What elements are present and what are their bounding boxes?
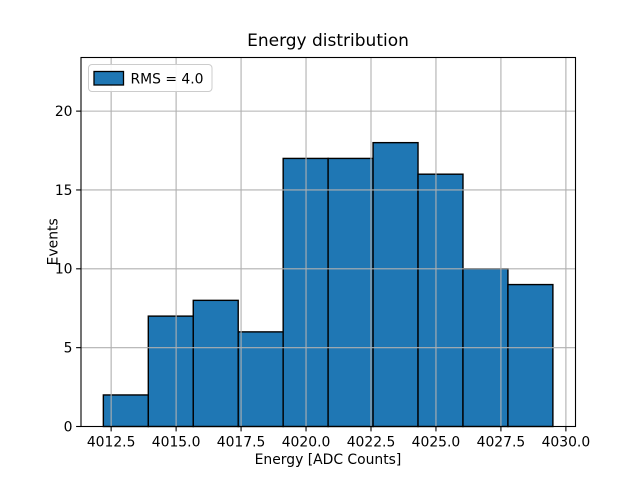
bars-layer xyxy=(102,141,554,428)
histogram-bar xyxy=(192,299,239,428)
x-tick-label: 4015.0 xyxy=(152,435,201,451)
legend: RMS = 4.0 xyxy=(88,64,213,92)
histogram-bar xyxy=(417,173,464,428)
legend-label: RMS = 4.0 xyxy=(131,72,204,88)
ticks-layer: 4012.5 4015.0 4017.5 4020.0 4022.5 4025.0 4027… xyxy=(55,104,590,450)
y-tick-label: 0 xyxy=(64,419,73,435)
y-axis-label: Events xyxy=(46,218,62,265)
histogram-bar xyxy=(327,157,374,428)
histogram-bar xyxy=(507,283,554,428)
histogram-bar xyxy=(147,315,194,428)
y-tick-label: 15 xyxy=(55,183,73,199)
axes-spines xyxy=(80,56,577,428)
x-tick-label: 4030.0 xyxy=(542,435,591,451)
x-axis-label: Energy [ADC Counts] xyxy=(255,452,402,468)
y-tick-label: 5 xyxy=(64,341,73,357)
chart-title: Energy distribution xyxy=(247,31,409,51)
x-tick-label: 4022.5 xyxy=(347,435,396,451)
x-tick-label: 4012.5 xyxy=(87,435,136,451)
histogram-bar xyxy=(372,141,419,428)
axes-layer xyxy=(80,56,577,428)
x-tick-label: 4020.0 xyxy=(282,435,331,451)
x-tick-label: 4027.5 xyxy=(477,435,526,451)
x-tick-label: 4017.5 xyxy=(217,435,266,451)
legend-swatch xyxy=(93,70,125,86)
histogram-bar xyxy=(237,331,284,428)
y-tick-label: 20 xyxy=(55,104,73,120)
histogram-bar xyxy=(102,394,149,428)
x-tick-label: 4025.0 xyxy=(412,435,461,451)
y-tick-label: 10 xyxy=(55,262,73,278)
